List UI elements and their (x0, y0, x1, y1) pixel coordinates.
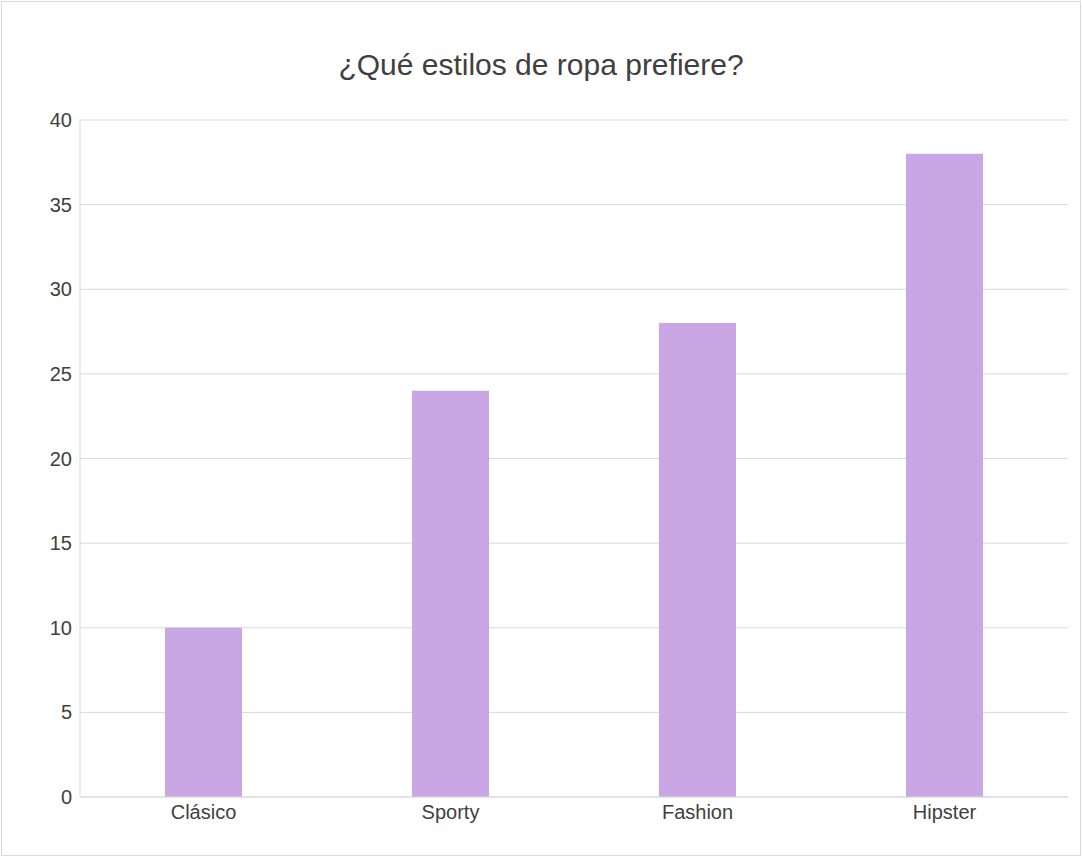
svg-text:15: 15 (50, 532, 72, 554)
svg-text:Hipster: Hipster (913, 801, 977, 823)
svg-text:Fashion: Fashion (662, 801, 733, 823)
svg-text:0: 0 (61, 786, 72, 808)
html-text:¿Qué estilos de ropa prefiere?: ¿Qué estilos de ropa prefiere? (338, 48, 744, 81)
svg-text:Sporty: Sporty (422, 801, 480, 823)
svg-text:10: 10 (50, 617, 72, 639)
svg-text:30: 30 (50, 278, 72, 300)
svg-text:35: 35 (50, 194, 72, 216)
svg-text:Clásico: Clásico (171, 801, 237, 823)
svg-text:5: 5 (61, 701, 72, 723)
svg-text:20: 20 (50, 448, 72, 470)
svg-text:25: 25 (50, 363, 72, 385)
svg-text:40: 40 (50, 109, 72, 131)
